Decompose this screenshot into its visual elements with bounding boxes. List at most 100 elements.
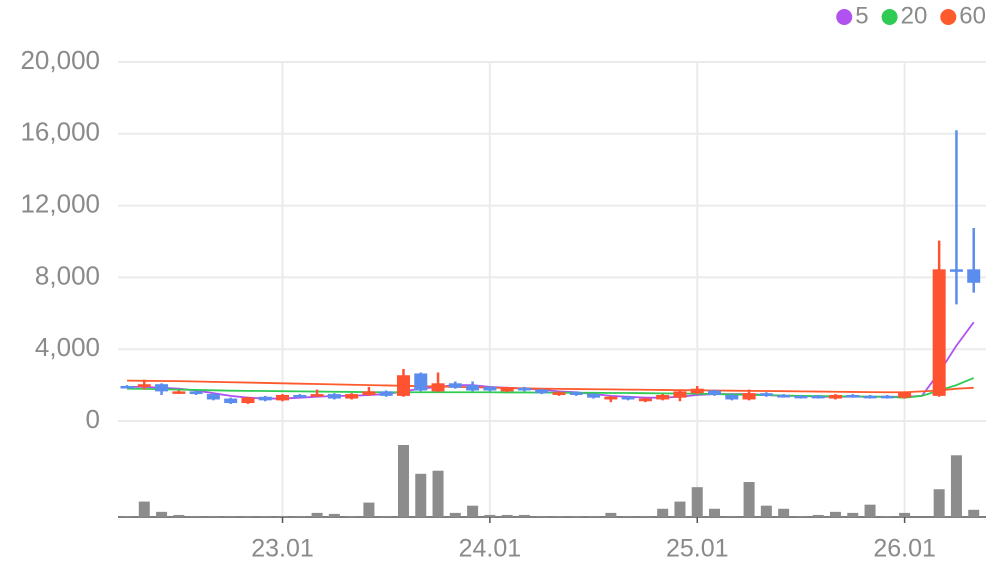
volume-bar: [536, 515, 548, 517]
candle-body: [431, 383, 445, 392]
candle-body: [310, 394, 324, 397]
candle-body: [483, 386, 497, 391]
x-tick-label: 25.01: [666, 535, 729, 563]
candle-body: [120, 385, 134, 389]
candle-body: [673, 391, 687, 398]
x-tick-label: 23.01: [251, 535, 314, 563]
volume-bar: [743, 482, 755, 517]
volume-bar: [294, 515, 306, 517]
candle-body: [621, 396, 635, 400]
candle-body: [535, 389, 549, 394]
candle-body: [656, 394, 670, 400]
volume-bar: [829, 511, 841, 517]
candle-body: [638, 398, 652, 402]
volume-bar: [328, 513, 340, 517]
candle-body: [794, 395, 808, 399]
candle-body: [828, 394, 842, 399]
candle-body: [898, 392, 912, 398]
volume-bar: [380, 515, 392, 517]
volume-bar: [605, 512, 617, 517]
volume-bar: [242, 515, 254, 517]
volume-bar: [311, 512, 323, 517]
moving-average-line: [126, 379, 974, 394]
candle-body: [155, 384, 169, 392]
volume-bar: [588, 515, 600, 517]
candle-body: [362, 391, 376, 395]
volume-bar: [968, 509, 980, 517]
volume-bar: [933, 489, 945, 517]
y-tick-label: 12,000: [20, 188, 100, 218]
candle-body: [379, 391, 393, 396]
volume-bar: [363, 502, 375, 517]
volume-bar: [225, 515, 237, 517]
volume-bar: [760, 505, 772, 517]
candle-body: [345, 394, 359, 399]
candle-body: [777, 394, 791, 398]
candle-body: [241, 397, 255, 404]
x-tick-label: 24.01: [459, 535, 522, 563]
volume-bar: [190, 515, 202, 517]
candle-body: [500, 387, 514, 392]
candle-body: [846, 394, 860, 398]
volume-bar: [899, 512, 911, 517]
candle-body: [396, 375, 410, 396]
candle-body: [725, 394, 739, 400]
candle-body: [880, 395, 894, 399]
volume-bar: [259, 515, 271, 517]
legend-label: 60: [959, 2, 986, 29]
volume-bar: [207, 515, 219, 517]
volume-bar: [553, 515, 565, 517]
volume-bar: [484, 514, 496, 517]
candle-body: [448, 383, 462, 388]
candle-body: [466, 385, 480, 391]
candle-body: [414, 373, 428, 391]
candle-body: [189, 391, 203, 395]
legend-marker: [940, 9, 957, 25]
candle-body: [258, 396, 272, 401]
volume-bar: [674, 501, 686, 517]
y-tick-label: 20,000: [20, 45, 100, 75]
candle-body: [967, 269, 981, 283]
candle-body: [759, 393, 773, 396]
volume-bar: [173, 514, 185, 517]
legend-marker: [881, 9, 898, 25]
volume-bar: [346, 515, 358, 517]
moving-average-line: [127, 321, 975, 400]
candle-body: [224, 398, 238, 404]
volume-bar: [121, 515, 133, 517]
candle-body: [206, 394, 220, 400]
y-tick-label: 4,000: [35, 332, 100, 362]
y-tick-label: 8,000: [35, 260, 100, 290]
y-tick-label: 0: [86, 404, 100, 434]
candle-body: [690, 388, 704, 394]
volume-bar: [570, 515, 582, 517]
volume-bar: [795, 515, 807, 517]
volume-bar: [864, 504, 876, 517]
legend-label: 20: [901, 2, 928, 29]
candle-body: [276, 394, 290, 401]
volume-bar: [156, 511, 168, 517]
volume-bar: [138, 501, 150, 517]
volume-bar: [847, 512, 859, 517]
candle-body: [742, 393, 756, 400]
volume-bar: [518, 514, 530, 517]
legend-label: 5: [855, 2, 868, 29]
moving-average-line: [126, 377, 975, 399]
volume-bar: [812, 514, 824, 517]
volume-bar: [950, 455, 962, 517]
candle-body: [811, 395, 825, 399]
y-tick-label: 16,000: [20, 117, 100, 147]
candle-body: [569, 392, 583, 395]
volume-bar: [639, 515, 651, 517]
candle-body: [137, 384, 151, 387]
volume-bar: [726, 515, 738, 517]
volume-bar: [277, 515, 289, 517]
candle-body: [587, 394, 601, 398]
candle-body: [172, 391, 186, 394]
volume-bar: [397, 445, 409, 517]
volume-bar: [449, 512, 461, 517]
candle-body: [863, 395, 877, 399]
volume-bar: [778, 508, 790, 517]
